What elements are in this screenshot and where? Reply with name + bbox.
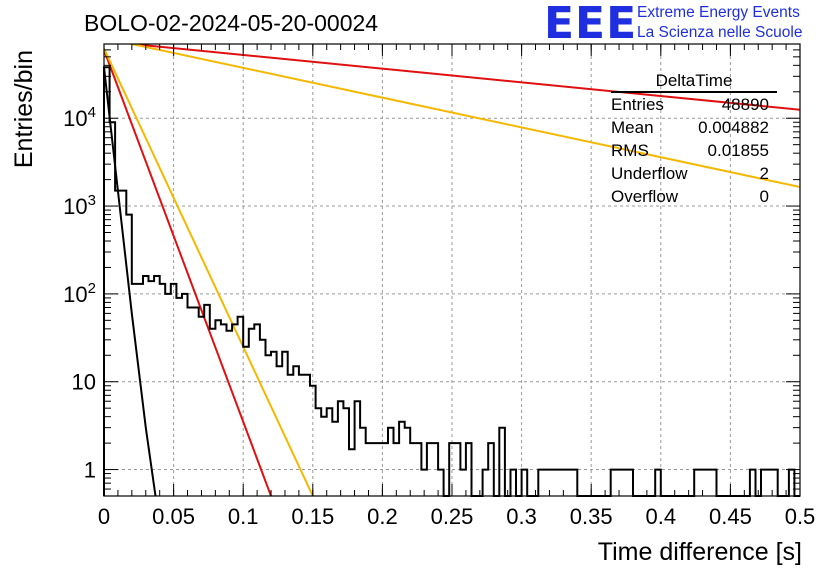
x-tick-label: 0.05: [152, 504, 195, 529]
stats-row-mean: Mean 0.004882: [611, 116, 777, 139]
grid-lines: [104, 44, 800, 496]
y-axis-label: Entries/bin: [10, 50, 38, 168]
x-tick-label: 0.45: [709, 504, 752, 529]
stats-label: Entries: [611, 95, 664, 114]
y-tick-label: 10: [72, 370, 96, 395]
x-tick-label: 0.3: [506, 504, 537, 529]
x-tick-label: 0.2: [367, 504, 398, 529]
stats-box-title: DeltaTime: [611, 71, 777, 93]
stats-label: Underflow: [611, 164, 688, 183]
stats-label: Overflow: [611, 187, 679, 206]
stats-row-rms: RMS 0.01855: [611, 139, 777, 162]
stats-box: DeltaTime Entries 48890 Mean 0.004882 RM…: [611, 71, 777, 208]
stats-row-underflow: Underflow 2: [611, 162, 777, 185]
x-tick-label: 0.15: [291, 504, 334, 529]
stats-value: 0.004882: [698, 118, 769, 137]
stats-label: Mean: [611, 118, 654, 137]
fit-curve-1: [104, 49, 272, 496]
stats-value: 0: [759, 187, 769, 206]
fit-curve-2: [104, 48, 314, 496]
x-tick-label: 0.25: [431, 504, 474, 529]
x-axis-label: Time difference [s]: [598, 538, 802, 566]
y-tick-label: 102: [63, 280, 96, 307]
fit-curve-0: [104, 67, 157, 496]
x-tick-label: 0: [98, 504, 110, 529]
x-axis-ticks: 0 0.05 0.1 0.15 0.2 0.25 0.3 0.35 0.4 0.45 0.5: [98, 44, 815, 529]
x-tick-label: 0.4: [646, 504, 677, 529]
x-tick-label: 0.1: [228, 504, 259, 529]
y-tick-label: 103: [63, 192, 96, 219]
x-tick-label: 0.35: [570, 504, 613, 529]
stats-value: 0.01855: [707, 141, 769, 160]
stats-value: 48890: [721, 95, 769, 114]
y-tick-label: 1: [84, 458, 96, 483]
histogram-steps: [103, 66, 800, 497]
chart-title: BOLO-02-2024-05-20-00024: [84, 10, 379, 36]
logo-line-1: Extreme Energy Events: [637, 4, 800, 21]
x-tick-label: 0.5: [785, 504, 816, 529]
y-tick-label: 104: [63, 104, 96, 131]
stats-value: 2: [759, 164, 769, 183]
logo-line-2: La Scienza nelle Scuole: [637, 24, 803, 41]
eee-logo: EEE: [544, 0, 638, 49]
y-axis-ticks: 1 10 102 103 104: [63, 43, 800, 497]
fit-curve-4: [131, 44, 800, 188]
stats-row-overflow: Overflow 0: [611, 185, 777, 208]
stats-row-entries: Entries 48890: [611, 93, 777, 116]
stats-label: RMS: [611, 141, 649, 160]
